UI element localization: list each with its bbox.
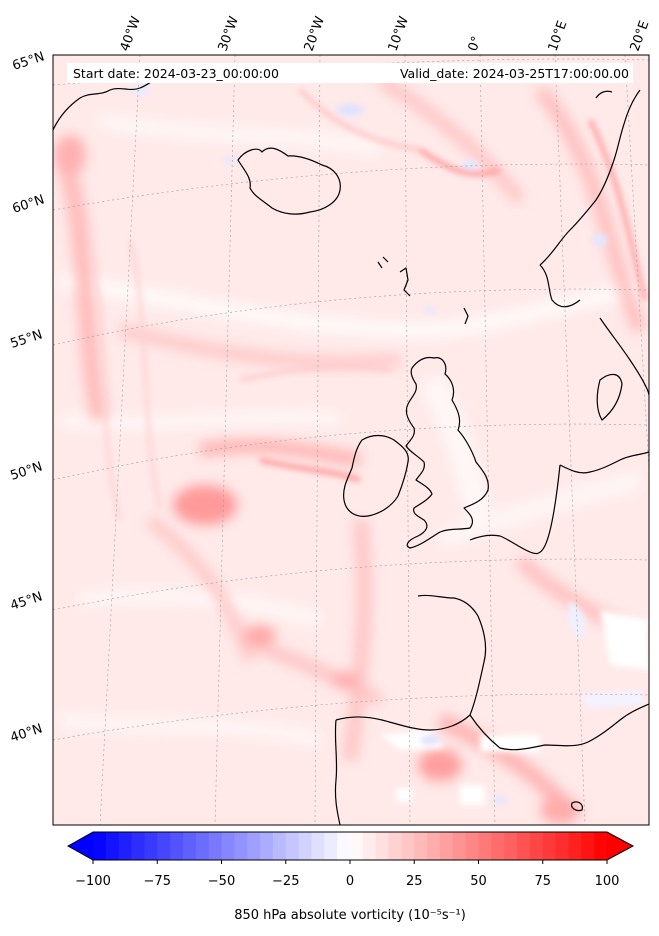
longitude-labels: 40°W 30°W 20°W 10°W 0° 10°E 20°E xyxy=(118,14,653,53)
header-box xyxy=(67,63,633,83)
colorbar-tick-label: 50 xyxy=(470,874,487,889)
colorbar-swatch xyxy=(195,832,210,860)
graticule xyxy=(53,55,649,825)
lat-label-40n: 40°N xyxy=(9,721,45,745)
colorbar-swatch xyxy=(208,832,222,860)
colorbar-swatch xyxy=(388,832,402,860)
colorbar-tick-label: 0 xyxy=(346,874,354,889)
colorbar-tick-label: −50 xyxy=(208,874,235,889)
colorbar-swatch xyxy=(105,832,120,860)
mallorca-coast xyxy=(571,801,583,812)
colorbar-swatch xyxy=(401,832,415,860)
colorbar-swatch xyxy=(529,832,544,860)
colorbar-swatch xyxy=(594,832,608,860)
colorbar-swatch xyxy=(478,832,492,860)
lon-label-20e: 20°E xyxy=(628,19,653,54)
denmark-coast xyxy=(596,373,623,421)
colorbar-swatch xyxy=(581,832,595,860)
vorticity-field xyxy=(53,74,649,824)
vorticity-smooth-layer xyxy=(53,74,649,824)
colorbar-ticks: −100 −75 −50 −25 0 25 50 75 100 xyxy=(75,860,619,889)
latitude-labels: 65°N 60°N 55°N 50°N 45°N 40°N xyxy=(9,49,47,745)
colorbar-swatch xyxy=(542,832,556,860)
colorbar-swatch xyxy=(298,832,312,860)
colorbar-label: 850 hPa absolute vorticity (10⁻⁵s⁻¹) xyxy=(234,908,466,923)
colorbar-swatch xyxy=(311,832,325,860)
colorbar-extend-high xyxy=(607,832,633,860)
colorbar-swatch xyxy=(439,832,454,860)
lon-label-10w: 10°W xyxy=(386,14,412,53)
colorbar-swatch xyxy=(170,832,184,860)
colorbar-tick-label: 75 xyxy=(534,874,551,889)
lon-label-30w: 30°W xyxy=(216,14,242,53)
lon-label-40w: 40°W xyxy=(118,14,144,53)
colorbar-swatch xyxy=(234,832,248,860)
lat-label-55n: 55°N xyxy=(9,327,45,351)
colorbar-swatch xyxy=(260,832,274,860)
lat-label-45n: 45°N xyxy=(9,589,45,613)
colorbar-extend-low xyxy=(68,832,93,860)
iberia-coast xyxy=(334,703,649,825)
colorbar-swatch xyxy=(144,832,158,860)
map-frame xyxy=(52,54,650,826)
colorbar-swatch xyxy=(350,832,364,860)
norway-coast xyxy=(539,89,641,308)
colorbar-swatch xyxy=(504,832,518,860)
continental-coast xyxy=(469,451,649,555)
france-coast xyxy=(417,594,487,716)
lat-label-60n: 60°N xyxy=(11,192,47,216)
vorticity-detail-layer xyxy=(88,85,649,805)
colorbar-swatch xyxy=(362,832,377,860)
colorbar-tick-label: 100 xyxy=(595,874,620,889)
colorbar-swatch xyxy=(427,832,441,860)
colorbar-swatch xyxy=(285,832,299,860)
colorbar-swatch xyxy=(131,832,145,860)
colorbar: −100 −75 −50 −25 0 25 50 75 100 850 hPa absolute… xyxy=(66,831,635,923)
colorbar-swatch xyxy=(568,832,582,860)
colorbar-swatch xyxy=(555,832,569,860)
colorbar-swatch xyxy=(452,832,467,860)
colorbar-tick-label: 25 xyxy=(406,874,423,889)
colorbar-swatch xyxy=(491,832,505,860)
colorbar-tick-label: −100 xyxy=(75,874,111,889)
iceland-coast xyxy=(237,147,341,215)
colorbar-swatch xyxy=(157,832,171,860)
lat-label-50n: 50°N xyxy=(9,459,45,483)
faroe-islands xyxy=(377,256,389,269)
colorbar-swatch xyxy=(375,832,389,860)
great-britain-coast xyxy=(405,356,489,549)
colorbar-swatch xyxy=(517,832,531,860)
lon-label-10e: 10°E xyxy=(546,19,571,54)
colorbar-swatch xyxy=(337,832,351,860)
lat-label-65n: 65°N xyxy=(11,49,47,73)
valid-date-label: Valid_date: 2024-03-25T17:00:00.00 xyxy=(400,66,629,81)
colorbar-swatches xyxy=(68,832,633,860)
scandinavia-south-coast xyxy=(599,317,649,396)
colorbar-swatch xyxy=(414,832,428,860)
lon-label-20w: 20°W xyxy=(302,14,328,53)
colorbar-swatch xyxy=(272,832,287,860)
colorbar-swatch xyxy=(93,832,107,860)
colorbar-tick-label: −75 xyxy=(144,874,171,889)
map-panel: Start date: 2024-03-23_00:00:00 Valid_da… xyxy=(52,54,650,826)
lon-label-0: 0° xyxy=(466,34,485,53)
colorbar-swatch xyxy=(465,832,479,860)
coastlines xyxy=(53,77,649,825)
colorbar-swatch xyxy=(221,832,235,860)
ireland-coast xyxy=(343,434,409,517)
colorbar-tick-label: −25 xyxy=(272,874,299,889)
colorbar-swatch xyxy=(182,832,197,860)
colorbar-swatch xyxy=(324,832,338,860)
greenland-coast xyxy=(53,77,161,131)
colorbar-swatch xyxy=(118,832,132,860)
shetland-islands xyxy=(399,267,469,325)
start-date-label: Start date: 2024-03-23_00:00:00 xyxy=(73,66,279,81)
colorbar-swatch xyxy=(247,832,261,860)
